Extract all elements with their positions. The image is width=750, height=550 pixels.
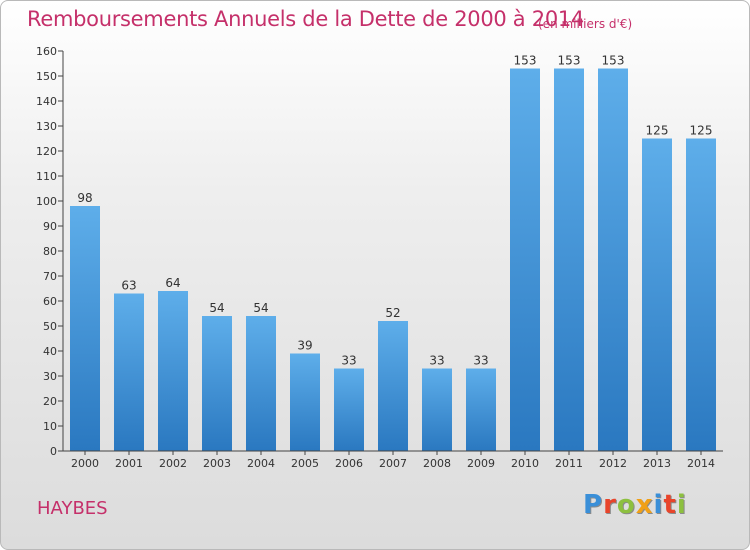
y-tick-label: 150 — [36, 70, 57, 83]
y-tick-label: 50 — [43, 320, 57, 333]
value-label-2014: 125 — [690, 124, 713, 138]
x-tick-label-2005: 2005 — [291, 457, 319, 470]
bar-2014 — [686, 138, 716, 451]
y-tick-label: 10 — [43, 420, 57, 433]
bar-2005 — [290, 353, 320, 451]
bar-2008 — [422, 368, 452, 451]
bar-2001 — [114, 293, 144, 451]
bar-2006 — [334, 368, 364, 451]
value-label-2010: 153 — [514, 54, 537, 68]
x-tick-label-2008: 2008 — [423, 457, 451, 470]
y-tick-label: 40 — [43, 345, 57, 358]
y-tick-label: 140 — [36, 95, 57, 108]
bar-2007 — [378, 321, 408, 451]
value-label-2003: 54 — [209, 301, 224, 315]
value-label-2000: 98 — [77, 191, 92, 205]
bar-2010 — [510, 68, 540, 451]
y-tick-label: 100 — [36, 195, 57, 208]
value-label-2008: 33 — [429, 354, 444, 368]
x-tick-label-2002: 2002 — [159, 457, 187, 470]
x-tick-label-2004: 2004 — [247, 457, 275, 470]
value-label-2002: 64 — [165, 276, 180, 290]
y-tick-label: 0 — [50, 445, 57, 458]
y-tick-label: 60 — [43, 295, 57, 308]
y-tick-label: 120 — [36, 145, 57, 158]
logo-letter: P — [583, 490, 604, 520]
bar-2009 — [466, 368, 496, 451]
y-tick-label: 80 — [43, 245, 57, 258]
value-label-2001: 63 — [121, 279, 136, 293]
logo-letter: r — [603, 490, 617, 520]
y-tick-label: 110 — [36, 170, 57, 183]
x-tick-label-2000: 2000 — [71, 457, 99, 470]
bar-2003 — [202, 316, 232, 451]
bar-2004 — [246, 316, 276, 451]
x-tick-label-2010: 2010 — [511, 457, 539, 470]
x-tick-label-2003: 2003 — [203, 457, 231, 470]
y-tick-label: 30 — [43, 370, 57, 383]
value-label-2013: 125 — [646, 124, 669, 138]
proxiti-logo: Proxiti — [583, 490, 687, 520]
x-tick-label-2006: 2006 — [335, 457, 363, 470]
y-tick-label: 70 — [43, 270, 57, 283]
value-label-2011: 153 — [558, 54, 581, 68]
logo-letter: t — [663, 490, 677, 520]
x-tick-label-2001: 2001 — [115, 457, 143, 470]
x-tick-label-2013: 2013 — [643, 457, 671, 470]
y-tick-label: 90 — [43, 220, 57, 233]
value-label-2012: 153 — [602, 54, 625, 68]
value-label-2006: 33 — [341, 354, 356, 368]
value-label-2009: 33 — [473, 354, 488, 368]
value-label-2005: 39 — [297, 339, 312, 353]
logo-letter: i — [653, 490, 664, 520]
bar-2013 — [642, 138, 672, 451]
bar-2000 — [70, 206, 100, 451]
y-tick-label: 20 — [43, 395, 57, 408]
x-tick-label-2011: 2011 — [555, 457, 583, 470]
bar-2012 — [598, 68, 628, 451]
y-tick-label: 160 — [36, 45, 57, 58]
x-tick-label-2012: 2012 — [599, 457, 627, 470]
x-tick-label-2014: 2014 — [687, 457, 715, 470]
bar-2011 — [554, 68, 584, 451]
logo-letter: i — [676, 490, 687, 520]
logo-letter: x — [635, 490, 654, 520]
x-tick-label-2007: 2007 — [379, 457, 407, 470]
value-label-2004: 54 — [253, 301, 268, 315]
value-label-2007: 52 — [385, 306, 400, 320]
y-tick-label: 130 — [36, 120, 57, 133]
chart-title: Remboursements Annuels de la Dette de 20… — [27, 7, 584, 31]
logo-letter: o — [616, 490, 636, 520]
x-tick-label-2009: 2009 — [467, 457, 495, 470]
city-name: HAYBES — [37, 498, 108, 519]
chart-unit: (en milliers d'€) — [538, 17, 633, 31]
bar-2002 — [158, 291, 188, 451]
